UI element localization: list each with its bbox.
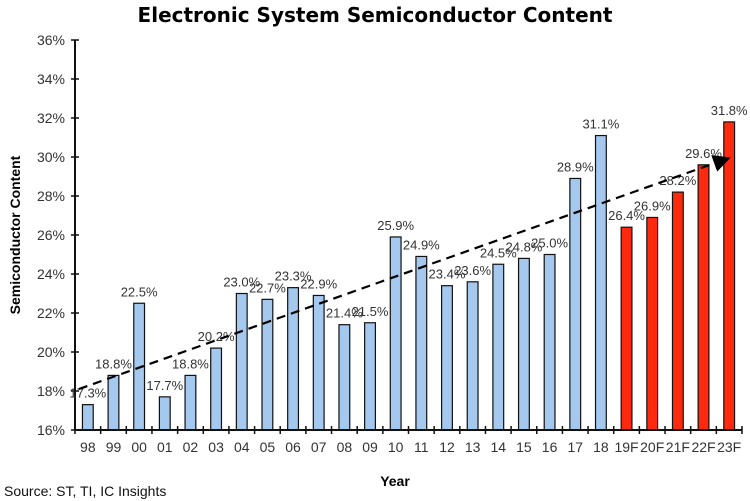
data-label: 20.2% bbox=[198, 329, 235, 344]
bar bbox=[235, 292, 248, 431]
x-tick-label: 04 bbox=[234, 439, 250, 455]
y-tick-label: 36% bbox=[37, 32, 65, 48]
x-tick-label: 02 bbox=[183, 439, 199, 455]
data-label: 26.9% bbox=[634, 198, 671, 213]
y-tick-label: 34% bbox=[37, 71, 65, 87]
x-tick-label: 13 bbox=[465, 439, 481, 455]
bar bbox=[261, 298, 274, 431]
data-label: 24.9% bbox=[403, 237, 440, 252]
x-tick-label: 14 bbox=[490, 439, 506, 455]
x-tick-label: 18 bbox=[593, 439, 609, 455]
bar bbox=[364, 322, 377, 431]
y-axis-title: Semiconductor Content bbox=[7, 155, 23, 314]
x-tick-label: 19F bbox=[614, 439, 638, 455]
bar bbox=[723, 121, 736, 431]
bar bbox=[594, 134, 607, 431]
trend-line bbox=[78, 155, 731, 391]
bar bbox=[543, 253, 556, 431]
data-label: 18.8% bbox=[172, 356, 209, 371]
bar bbox=[620, 226, 633, 431]
y-tick-label: 26% bbox=[37, 227, 65, 243]
data-label: 22.7% bbox=[249, 280, 286, 295]
data-label: 28.2% bbox=[659, 173, 696, 188]
data-label: 25.9% bbox=[377, 218, 414, 233]
y-tick-label: 18% bbox=[37, 383, 65, 399]
y-tick-label: 32% bbox=[37, 110, 65, 126]
y-tick-label: 20% bbox=[37, 344, 65, 360]
data-label: 24.8% bbox=[506, 239, 543, 254]
x-tick-label: 17 bbox=[567, 439, 583, 455]
x-tick-label: 11 bbox=[414, 439, 429, 455]
x-axis-title: Year bbox=[380, 473, 410, 489]
y-tick-label: 16% bbox=[37, 422, 65, 438]
bar bbox=[697, 164, 710, 431]
y-tick-label: 28% bbox=[37, 188, 65, 204]
source-note: Source: ST, TI, IC Insights bbox=[4, 483, 166, 499]
x-tick-label: 98 bbox=[80, 439, 96, 455]
data-label: 25.0% bbox=[531, 236, 568, 251]
data-label: 17.3% bbox=[69, 386, 106, 401]
data-label: 22.5% bbox=[121, 284, 158, 299]
bar bbox=[440, 285, 453, 431]
x-tick-label: 01 bbox=[157, 439, 173, 455]
bars bbox=[81, 121, 736, 431]
bar bbox=[389, 236, 402, 431]
y-tick-label: 24% bbox=[37, 266, 65, 282]
x-tick-label: 07 bbox=[311, 439, 327, 455]
data-label: 21.5% bbox=[352, 304, 389, 319]
data-label: 23.6% bbox=[454, 263, 491, 278]
x-tick-label: 21F bbox=[666, 439, 690, 455]
bar bbox=[569, 177, 582, 431]
data-label: 29.6% bbox=[685, 146, 722, 161]
bar bbox=[312, 294, 325, 431]
bar bbox=[338, 324, 351, 431]
x-tick-label: 12 bbox=[439, 439, 455, 455]
x-tick-label: 08 bbox=[337, 439, 353, 455]
data-labels: 17.3% 18.8% 22.5% 17.7% 18.8% 20.2% 23.0%22.7%… bbox=[69, 103, 748, 401]
data-label: 17.7% bbox=[146, 378, 183, 393]
bar bbox=[81, 404, 94, 431]
data-label: 26.4% bbox=[608, 208, 645, 223]
data-label: 21.4% bbox=[326, 306, 363, 321]
data-label: 23.0% bbox=[223, 275, 260, 290]
bar bbox=[492, 263, 505, 431]
bar bbox=[158, 396, 171, 431]
data-label: 24.5% bbox=[480, 245, 517, 260]
data-label: 31.8% bbox=[711, 103, 748, 118]
bar bbox=[646, 216, 659, 431]
chart-title: Electronic System Semiconductor Content bbox=[138, 3, 613, 27]
trendline bbox=[78, 155, 731, 391]
x-tick-label: 23F bbox=[717, 439, 741, 455]
x-tick-label: 06 bbox=[285, 439, 301, 455]
x-tick-label: 22F bbox=[691, 439, 715, 455]
bar bbox=[210, 347, 223, 431]
bar bbox=[287, 287, 300, 431]
data-label: 18.8% bbox=[95, 356, 132, 371]
bar bbox=[107, 374, 120, 431]
bar bbox=[466, 281, 479, 431]
x-tick-label: 00 bbox=[131, 439, 147, 455]
data-label: 23.3% bbox=[275, 269, 312, 284]
bar bbox=[671, 191, 684, 431]
data-label: 22.9% bbox=[300, 276, 337, 291]
x-axis: 98 99 00 01 02 03 04 05 06 07 08 09 10 11 12 13 14 15 16 17… bbox=[74, 426, 743, 455]
y-tick-label: 22% bbox=[37, 305, 65, 321]
x-tick-label: 16 bbox=[542, 439, 558, 455]
x-tick-label: 05 bbox=[260, 439, 276, 455]
bar bbox=[517, 257, 530, 431]
bar bbox=[184, 374, 197, 431]
x-tick-label: 10 bbox=[388, 439, 404, 455]
data-label: 31.1% bbox=[582, 117, 619, 132]
bar bbox=[415, 255, 428, 431]
x-tick-label: 99 bbox=[106, 439, 122, 455]
x-tick-label: 09 bbox=[362, 439, 378, 455]
y-tick-label: 30% bbox=[37, 149, 65, 165]
data-label: 28.9% bbox=[557, 159, 594, 174]
x-tick-label: 03 bbox=[208, 439, 224, 455]
x-tick-label: 15 bbox=[516, 439, 532, 455]
y-axis: 16% 18% 20% 22% 24% 26% 28% 30% 32% 34% 36% bbox=[37, 32, 79, 438]
data-label: 23.4% bbox=[429, 267, 466, 282]
x-tick-label: 20F bbox=[640, 439, 664, 455]
